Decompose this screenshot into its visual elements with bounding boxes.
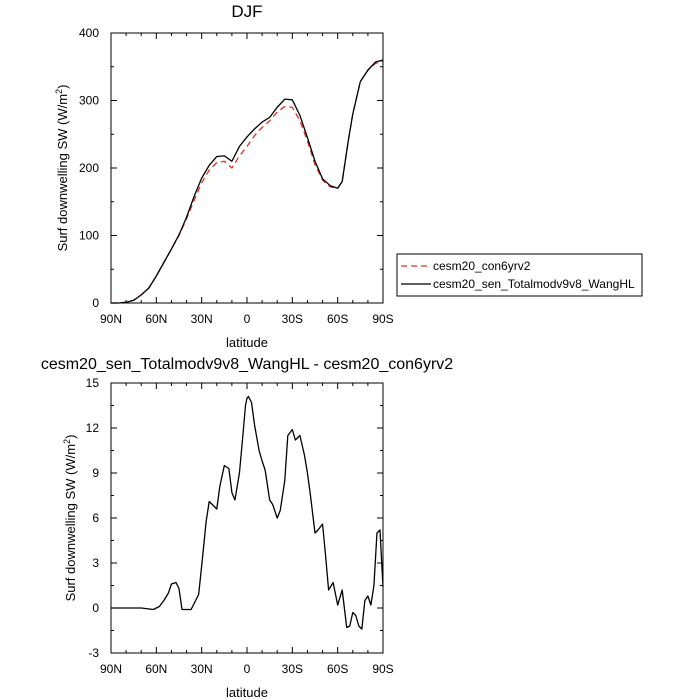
bottom-chart-title: cesm20_sen_Totalmodv9v8_WangHL - cesm20_… bbox=[41, 356, 453, 373]
x-tick-label: 60S bbox=[327, 312, 348, 326]
bottom-chart-ytick-labels: -3 0 3 6 9 12 15 bbox=[86, 376, 100, 660]
y-tick-label: 200 bbox=[79, 161, 99, 175]
top-chart-frame bbox=[110, 32, 384, 304]
y-tick-label: 400 bbox=[79, 26, 99, 40]
bottom-chart-series bbox=[111, 395, 384, 630]
series-line-cesm20_sen_Totalmodv9v8_WangHL bbox=[111, 59, 384, 304]
y-tick-label: 300 bbox=[79, 94, 99, 108]
top-chart: DJF latitude Surf downwelling SW (W/m2) … bbox=[54, 2, 394, 350]
top-chart-title: DJF bbox=[231, 2, 262, 21]
top-chart-xtick-labels: 90N 60N 30N 0 30S 60S 90S bbox=[100, 312, 394, 326]
y-tick-label: 3 bbox=[92, 556, 99, 570]
bottom-chart-frame bbox=[110, 382, 384, 654]
series-line-difference bbox=[111, 395, 384, 630]
x-tick-label: 60S bbox=[327, 662, 348, 676]
top-chart-ytick-labels: 0 100 200 300 400 bbox=[79, 26, 99, 310]
bottom-chart-xtick-labels: 90N 60N 30N 0 30S 60S 90S bbox=[100, 662, 394, 676]
x-tick-label: 0 bbox=[244, 662, 251, 676]
y-tick-label: 9 bbox=[92, 466, 99, 480]
x-tick-label: 30N bbox=[191, 662, 213, 676]
legend-test-label: cesm20_sen_Totalmodv9v8_WangHL bbox=[433, 277, 635, 291]
top-chart-series bbox=[111, 59, 384, 304]
bottom-chart: cesm20_sen_Totalmodv9v8_WangHL - cesm20_… bbox=[41, 356, 453, 700]
bottom-chart-xlabel: latitude bbox=[226, 685, 268, 700]
top-chart-xlabel: latitude bbox=[226, 335, 268, 350]
legend-control-label: cesm20_con6yrv2 bbox=[433, 259, 531, 273]
bottom-chart-ylabel: Surf downwelling SW (W/m2) bbox=[62, 435, 78, 602]
x-tick-label: 90N bbox=[100, 662, 122, 676]
x-tick-label: 30S bbox=[282, 662, 303, 676]
legend-box bbox=[396, 253, 643, 297]
y-tick-label: 15 bbox=[86, 376, 100, 390]
y-tick-label: 12 bbox=[86, 421, 100, 435]
x-tick-label: 30N bbox=[191, 312, 213, 326]
x-tick-label: 90N bbox=[100, 312, 122, 326]
y-tick-label: 0 bbox=[92, 296, 99, 310]
y-tick-label: 0 bbox=[92, 601, 99, 615]
top-chart-ylabel: Surf downwelling SW (W/m2) bbox=[54, 85, 70, 252]
x-tick-label: 0 bbox=[244, 312, 251, 326]
bottom-chart-ticks bbox=[110, 382, 384, 654]
y-tick-label: 100 bbox=[79, 229, 99, 243]
x-tick-label: 90S bbox=[372, 312, 393, 326]
legend: cesm20_con6yrv2 cesm20_sen_Totalmodv9v8_… bbox=[396, 253, 643, 297]
x-tick-label: 30S bbox=[282, 312, 303, 326]
x-tick-label: 60N bbox=[145, 662, 167, 676]
x-tick-label: 90S bbox=[372, 662, 393, 676]
top-chart-ticks bbox=[110, 32, 384, 304]
y-tick-label: 6 bbox=[92, 511, 99, 525]
y-tick-label: -3 bbox=[88, 646, 99, 660]
x-tick-label: 60N bbox=[145, 312, 167, 326]
